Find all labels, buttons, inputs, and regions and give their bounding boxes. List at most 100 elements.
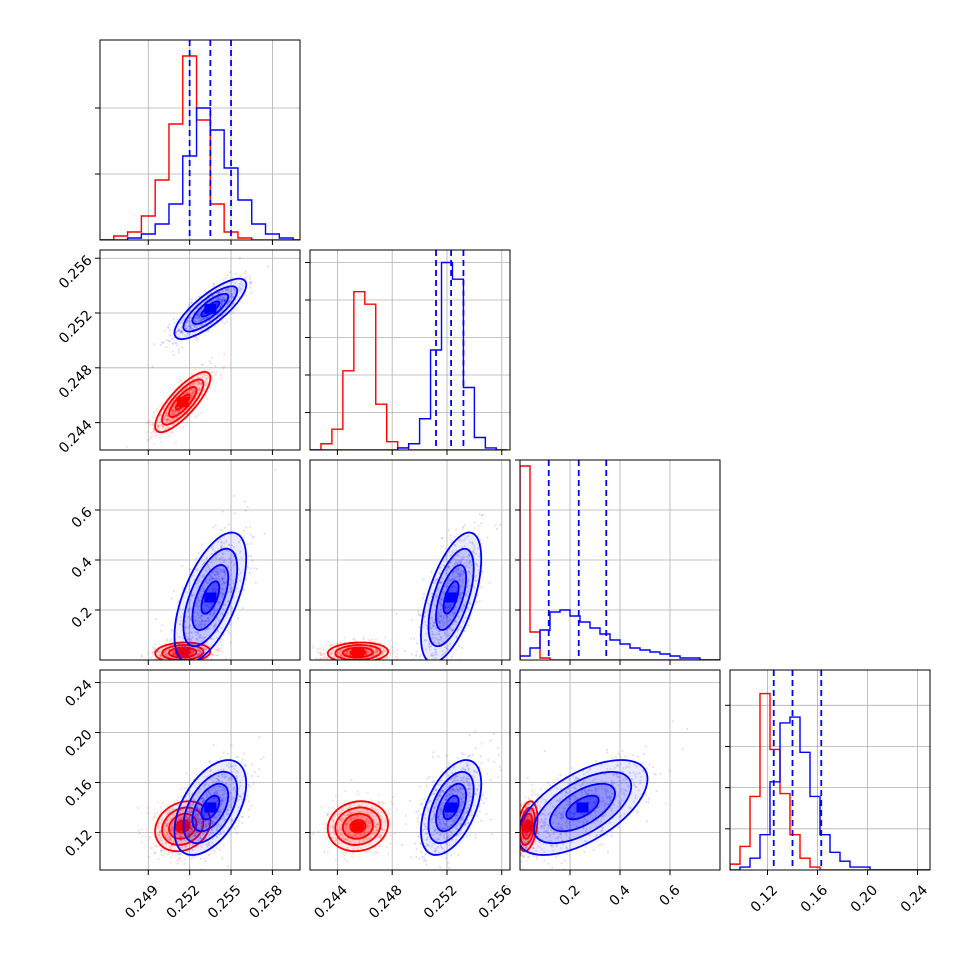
scatter-point bbox=[185, 321, 188, 324]
scatter-point bbox=[179, 331, 182, 335]
scatter-point bbox=[191, 648, 194, 651]
scatter-point bbox=[173, 412, 176, 416]
scatter-point bbox=[198, 605, 201, 608]
scatter-point bbox=[206, 602, 210, 605]
scatter-point bbox=[347, 649, 351, 653]
scatter-point bbox=[231, 296, 234, 299]
scatter-point bbox=[176, 344, 179, 347]
scatter-point bbox=[218, 650, 221, 653]
scatter-point bbox=[213, 371, 216, 374]
scatter-point bbox=[166, 412, 169, 415]
scatter-point bbox=[180, 339, 183, 342]
scatter-point bbox=[209, 576, 212, 579]
scatter-point bbox=[194, 415, 197, 419]
scatter-point bbox=[166, 418, 169, 421]
scatter-point bbox=[199, 589, 202, 592]
scatter-point bbox=[204, 623, 207, 626]
scatter-point bbox=[219, 305, 222, 308]
scatter-point bbox=[340, 654, 343, 657]
scatter-point bbox=[192, 382, 195, 385]
scatter-point bbox=[191, 328, 195, 331]
scatter-point bbox=[213, 625, 216, 628]
scatter-point bbox=[207, 620, 210, 623]
scatter-point bbox=[191, 393, 194, 396]
scatter-point bbox=[307, 658, 309, 660]
scatter-point bbox=[341, 655, 344, 658]
scatter-point bbox=[146, 421, 149, 424]
scatter-point bbox=[198, 314, 201, 317]
scatter-point bbox=[155, 434, 158, 437]
scatter-point bbox=[369, 651, 372, 655]
scatter-point bbox=[220, 300, 223, 303]
scatter-point bbox=[382, 649, 386, 653]
scatter-point bbox=[210, 552, 213, 556]
scatter-point bbox=[321, 657, 325, 660]
scatter-point bbox=[157, 424, 160, 427]
scatter-point bbox=[205, 604, 208, 608]
scatter-point bbox=[150, 437, 153, 440]
scatter-point bbox=[211, 604, 214, 607]
scatter-point bbox=[175, 341, 178, 345]
scatter-point bbox=[224, 288, 227, 291]
scatter-point bbox=[195, 602, 199, 605]
scatter-point bbox=[215, 578, 219, 581]
scatter-point bbox=[172, 422, 175, 426]
scatter-point bbox=[238, 290, 242, 293]
scatter-point bbox=[204, 647, 208, 650]
scatter-point bbox=[189, 649, 192, 652]
scatter-point bbox=[162, 426, 165, 429]
scatter-point bbox=[340, 651, 343, 654]
scatter-point bbox=[153, 813, 156, 816]
scatter-point bbox=[220, 377, 223, 380]
scatter-point bbox=[226, 274, 229, 277]
scatter-point bbox=[345, 652, 348, 655]
scatter-point bbox=[244, 270, 247, 273]
scatter-point bbox=[161, 424, 165, 428]
scatter-point bbox=[220, 595, 223, 598]
scatter-point bbox=[200, 324, 203, 327]
scatter-point bbox=[211, 637, 214, 640]
scatter-point bbox=[152, 411, 155, 414]
scatter-point bbox=[227, 599, 230, 602]
scatter-point bbox=[196, 391, 199, 394]
scatter-point bbox=[214, 524, 217, 527]
scatter-point bbox=[422, 578, 425, 581]
scatter-point bbox=[217, 644, 220, 647]
scatter-point bbox=[187, 627, 191, 630]
scatter-point bbox=[388, 654, 391, 657]
scatter-point bbox=[213, 550, 217, 553]
scatter-point bbox=[221, 588, 224, 591]
scatter-point bbox=[201, 363, 204, 366]
scatter-point bbox=[382, 647, 385, 650]
scatter-point bbox=[222, 580, 225, 584]
scatter-point bbox=[171, 412, 175, 415]
scatter-point bbox=[190, 649, 193, 652]
scatter-point bbox=[151, 646, 154, 649]
scatter-point bbox=[182, 393, 185, 397]
scatter-point bbox=[242, 536, 245, 539]
scatter-point bbox=[324, 656, 327, 660]
scatter-point bbox=[159, 655, 162, 658]
scatter-point bbox=[183, 656, 187, 660]
scatter-point bbox=[156, 651, 159, 654]
scatter-point bbox=[207, 616, 210, 620]
scatter-point bbox=[190, 394, 193, 397]
scatter-point bbox=[379, 646, 382, 649]
scatter-point bbox=[166, 653, 169, 656]
scatter-point bbox=[177, 643, 180, 647]
scatter-point bbox=[250, 554, 253, 558]
scatter-point bbox=[208, 589, 211, 592]
scatter-point bbox=[338, 649, 342, 652]
scatter-point bbox=[213, 588, 216, 591]
scatter-point bbox=[217, 540, 220, 544]
scatter-point bbox=[189, 619, 192, 622]
scatter-point bbox=[186, 332, 189, 335]
scatter-point bbox=[188, 324, 191, 328]
scatter-point bbox=[340, 649, 343, 652]
scatter-point bbox=[195, 604, 199, 607]
scatter-point bbox=[171, 410, 174, 413]
scatter-point bbox=[215, 587, 218, 590]
scatter-point bbox=[190, 652, 193, 655]
scatter-point bbox=[216, 296, 219, 299]
scatter-point bbox=[172, 417, 175, 421]
